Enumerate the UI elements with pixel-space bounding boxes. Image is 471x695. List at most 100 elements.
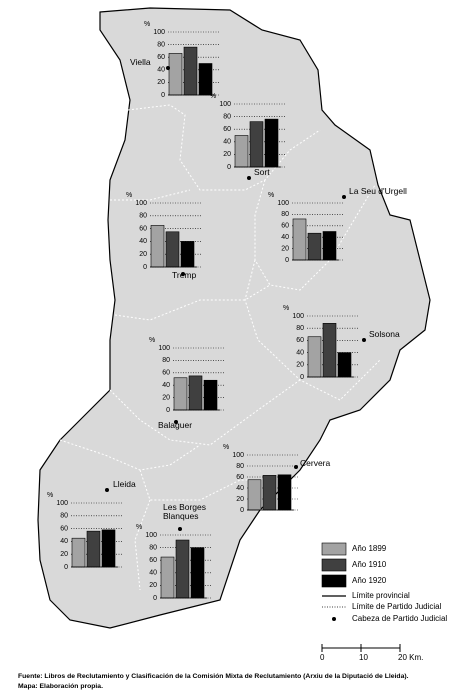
legend-label: Límite provincial	[352, 591, 410, 600]
y-tick-label: 80	[162, 357, 170, 364]
district-chart: % 0 20 40 60 80 100 Cervera	[223, 444, 331, 514]
bar	[307, 336, 322, 378]
district-chart: % 0 20 40 60 80 100 Les Borges Blanques	[136, 503, 212, 602]
district-capital	[362, 338, 366, 342]
district-label: La Seu d'Urgell	[349, 187, 407, 196]
district-capital	[181, 272, 185, 276]
legend-swatch	[321, 574, 347, 588]
district-chart: % 0 20 40 60 80 100 La Seu d'Urgell	[268, 187, 407, 264]
y-tick-label: 0	[227, 164, 231, 171]
y-tick-label: 60	[162, 370, 170, 377]
y-unit: %	[149, 337, 155, 344]
y-tick-label: 100	[219, 101, 231, 108]
y-tick-label: 100	[56, 500, 68, 507]
y-tick-label: 40	[149, 570, 157, 577]
district-chart: % 0 20 40 60 80 100 Lleida	[47, 480, 136, 571]
bar	[322, 323, 337, 378]
district-chart: % 0 20 40 60 80 100 Balaguer	[149, 337, 225, 430]
district-capital	[178, 527, 182, 531]
y-tick-label: 60	[139, 225, 147, 232]
y-tick-label: 60	[296, 337, 304, 344]
y-tick-label: 60	[60, 525, 68, 532]
district-label-box: Lleida	[113, 480, 136, 489]
district-borders	[59, 104, 381, 591]
y-tick-label: 80	[296, 325, 304, 332]
district-label-box: Viella	[130, 58, 151, 67]
district-capital	[342, 195, 346, 199]
district-label-box: Sort	[254, 168, 270, 177]
bar	[264, 118, 279, 168]
y-tick-label: 0	[153, 595, 157, 602]
y-tick-label: 0	[240, 507, 244, 514]
bar	[292, 218, 307, 261]
bar	[198, 63, 213, 96]
bar	[203, 379, 218, 411]
province	[37, 7, 431, 629]
district-label-box: Solsona	[369, 330, 400, 339]
bar	[337, 352, 352, 378]
legend-label: Límite de Partido Judicial	[352, 602, 442, 611]
y-unit: %	[210, 93, 216, 100]
bar	[101, 529, 116, 568]
legend-swatch	[321, 558, 347, 572]
district-label-box: Tremp	[172, 271, 197, 280]
y-tick-label: 40	[162, 382, 170, 389]
bar	[307, 232, 322, 261]
y-tick-label: 60	[223, 126, 231, 133]
y-tick-label: 20	[139, 251, 147, 258]
legend-label: Año 1910	[352, 560, 387, 569]
district-label: Sort	[254, 168, 270, 177]
district-chart: % 0 20 40 60 80 100 Viella	[130, 21, 220, 99]
y-tick-label: 0	[64, 564, 68, 571]
y-tick-label: 20	[281, 245, 289, 252]
legend-label: Cabeza de Partido Judicial	[352, 614, 447, 623]
district-label-box: Cervera	[300, 459, 331, 468]
y-unit: %	[136, 524, 142, 531]
y-tick-label: 20	[60, 551, 68, 558]
bar	[183, 46, 198, 96]
y-tick-label: 40	[60, 538, 68, 545]
bar	[247, 479, 262, 511]
y-unit: %	[47, 492, 53, 499]
bar	[262, 475, 277, 511]
y-unit: %	[144, 21, 150, 28]
y-tick-label: 40	[296, 349, 304, 356]
district-label: Viella	[130, 58, 151, 67]
bar	[234, 135, 249, 168]
y-tick-label: 80	[149, 544, 157, 551]
bar	[175, 539, 190, 599]
district-label: Cervera	[300, 459, 331, 468]
district-label: Tremp	[172, 271, 197, 280]
y-tick-label: 100	[292, 313, 304, 320]
district-label-box: La Seu d'Urgell	[349, 187, 407, 196]
bar	[150, 225, 165, 268]
bar	[168, 53, 183, 96]
y-tick-label: 40	[223, 139, 231, 146]
bar	[188, 375, 203, 411]
y-tick-label: 0	[300, 374, 304, 381]
district-capital	[247, 176, 251, 180]
y-tick-label: 80	[139, 213, 147, 220]
district-chart: % 0 20 40 60 80 100 Tremp	[126, 192, 202, 280]
bar	[86, 530, 101, 568]
district-capital	[294, 465, 298, 469]
y-tick-label: 80	[281, 211, 289, 218]
legend-label: Año 1899	[352, 544, 387, 553]
bar	[277, 474, 292, 511]
y-unit: %	[126, 192, 132, 199]
legend-capital	[332, 617, 336, 621]
y-tick-label: 80	[236, 463, 244, 470]
y-tick-label: 100	[153, 29, 165, 36]
source: Fuente: Libros de Reclutamiento y Clasif…	[18, 673, 409, 680]
y-tick-label: 100	[158, 345, 170, 352]
y-tick-label: 20	[162, 394, 170, 401]
district-label: Lleida	[113, 480, 136, 489]
y-unit: %	[268, 192, 274, 199]
y-tick-label: 20	[157, 79, 165, 86]
legend-swatch	[321, 542, 347, 556]
y-tick-label: 80	[157, 41, 165, 48]
y-tick-label: 0	[143, 264, 147, 271]
bar	[190, 547, 205, 599]
y-tick-label: 100	[277, 200, 289, 207]
